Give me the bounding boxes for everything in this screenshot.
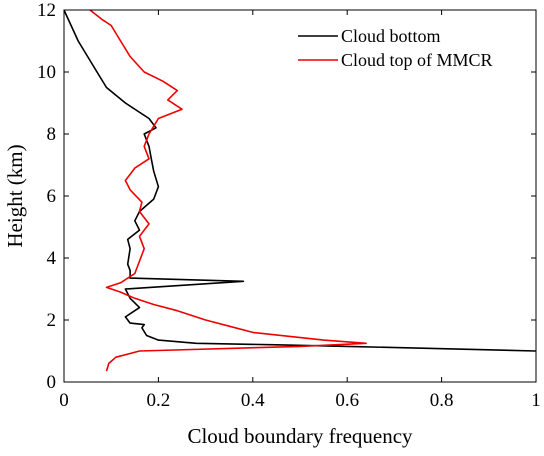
- legend-label-cloud-bottom: Cloud bottom: [341, 26, 441, 46]
- y-axis-title: Height (km): [3, 144, 27, 247]
- y-axis: 0 2 4 6 8 10 12: [37, 0, 536, 393]
- legend-label-cloud-top: Cloud top of MMCR: [341, 50, 493, 70]
- y-tick-label: 10: [37, 62, 56, 83]
- y-tick-label: 6: [47, 186, 57, 207]
- y-tick-label: 12: [37, 0, 56, 21]
- x-tick-label: 0.2: [147, 390, 171, 411]
- series-line-cloud-bottom: [63, 9, 537, 352]
- x-axis: 0 0.2 0.4 0.6 0.8 1: [59, 10, 541, 411]
- y-tick-label: 0: [47, 372, 57, 393]
- x-tick-label: 0.4: [241, 390, 265, 411]
- x-tick-label: 0.8: [430, 390, 454, 411]
- y-tick-label: 4: [47, 248, 57, 269]
- x-tick-label: 1: [531, 390, 541, 411]
- x-tick-label: 0.6: [335, 390, 359, 411]
- plot-area: [63, 9, 537, 372]
- series-line-cloud-top: [89, 9, 367, 372]
- y-tick-label: 8: [47, 124, 57, 145]
- x-axis-title: Cloud boundary frequency: [187, 424, 413, 448]
- legend: Cloud bottom Cloud top of MMCR: [298, 26, 493, 70]
- y-tick-label: 2: [47, 310, 57, 331]
- x-tick-label: 0: [59, 390, 69, 411]
